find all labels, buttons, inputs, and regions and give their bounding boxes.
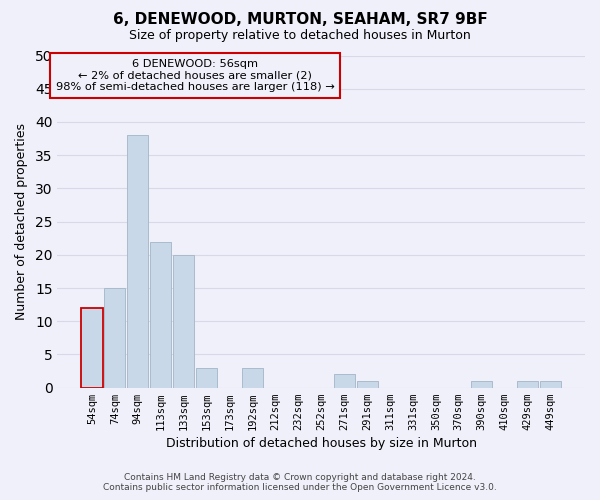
Text: Contains HM Land Registry data © Crown copyright and database right 2024.
Contai: Contains HM Land Registry data © Crown c… bbox=[103, 473, 497, 492]
Bar bbox=[150, 242, 171, 388]
Text: 6, DENEWOOD, MURTON, SEAHAM, SR7 9BF: 6, DENEWOOD, MURTON, SEAHAM, SR7 9BF bbox=[113, 12, 487, 28]
Bar bbox=[471, 381, 492, 388]
Bar bbox=[540, 381, 561, 388]
Bar bbox=[127, 135, 148, 388]
Bar bbox=[517, 381, 538, 388]
Y-axis label: Number of detached properties: Number of detached properties bbox=[15, 123, 28, 320]
Bar bbox=[104, 288, 125, 388]
Text: 6 DENEWOOD: 56sqm
← 2% of detached houses are smaller (2)
98% of semi-detached h: 6 DENEWOOD: 56sqm ← 2% of detached house… bbox=[56, 59, 334, 92]
Bar bbox=[196, 368, 217, 388]
Bar bbox=[173, 255, 194, 388]
Bar bbox=[82, 308, 103, 388]
Bar bbox=[356, 381, 377, 388]
Bar bbox=[334, 374, 355, 388]
X-axis label: Distribution of detached houses by size in Murton: Distribution of detached houses by size … bbox=[166, 437, 477, 450]
Text: Size of property relative to detached houses in Murton: Size of property relative to detached ho… bbox=[129, 29, 471, 42]
Bar bbox=[242, 368, 263, 388]
